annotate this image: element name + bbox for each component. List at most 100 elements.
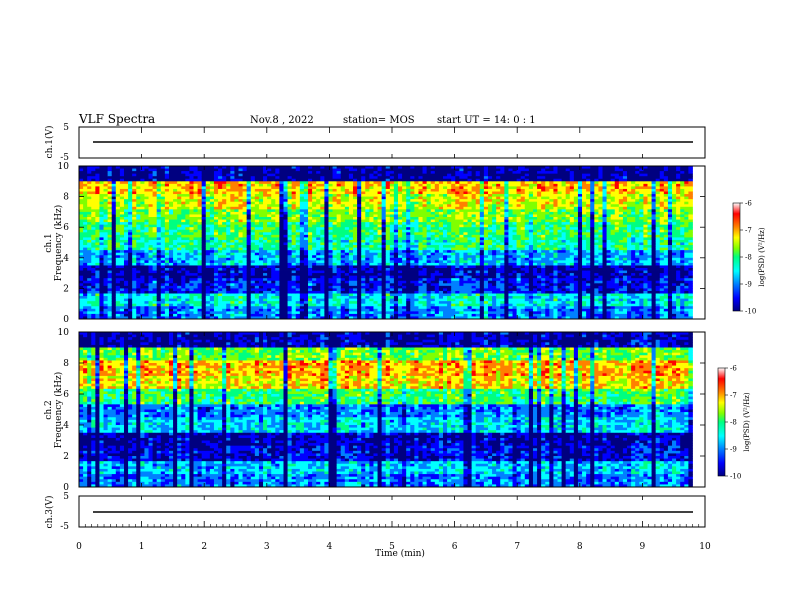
ch1-spectrogram-cell [91, 308, 96, 312]
ch1-spectrogram-cell [263, 196, 268, 200]
ch1-spectrogram-cell [168, 260, 174, 264]
ch1-spectrogram-cell [83, 293, 88, 297]
ch1-spectrogram-cell [99, 278, 104, 282]
ch1-spectrogram-cell [234, 178, 239, 182]
ch1-spectrogram-cell [168, 273, 174, 277]
ch1-spectrogram-cell [393, 306, 399, 310]
ch1-spectrogram-cell [275, 252, 280, 256]
ch1-spectrogram-cell [185, 285, 190, 289]
ch1-spectrogram-cell [87, 196, 92, 200]
ch1-spectrogram-cell [83, 227, 88, 231]
ch1-spectrogram-cell [381, 211, 387, 215]
ch1-spectrogram-cell [246, 209, 252, 213]
ch1-spectrogram-cell [381, 268, 387, 271]
ch1-spectrogram-cell [254, 296, 260, 299]
ch1-spectrogram-cell [115, 176, 121, 180]
ch1-spectrogram-cell [79, 168, 84, 172]
ch1-spectrogram-cell [111, 285, 117, 289]
ch1-spectrogram-cell [132, 206, 137, 210]
ch1-spectrogram-cell [107, 199, 113, 203]
ch1-spectrogram-cell [308, 288, 313, 292]
ch1-spectrogram-cell [414, 178, 419, 182]
ch1-spectrogram-cell [381, 168, 387, 172]
ch1-spectrogram-cell [406, 206, 411, 210]
ch1-spectrogram-cell [79, 214, 84, 218]
ch1-spectrogram-cell [369, 283, 374, 287]
ch1-spectrogram-cell [87, 308, 92, 312]
ch1-spectrogram-cell [336, 224, 342, 228]
ch1-spectrogram-cell [263, 316, 268, 320]
ch1-spectrogram-cell [222, 290, 227, 294]
ch1-spectrogram-cell [361, 270, 366, 274]
ch1-spectrogram-cell [230, 298, 235, 302]
ch1-spectrogram-cell [332, 270, 338, 274]
ch1-spectrogram-cell [218, 270, 223, 274]
ch1-spectrogram-cell [201, 171, 207, 175]
ch1-spectrogram-cell [238, 173, 243, 177]
ch1-spectrogram-cell [271, 280, 276, 284]
ch1-spectrogram-cell [226, 171, 231, 175]
ch1-spectrogram-cell [336, 166, 342, 169]
ch1-spectrogram-cell [185, 201, 190, 205]
ch1-spectrogram-cell [287, 224, 293, 228]
ch1-spectrogram-cell [275, 217, 280, 220]
ch1-spectrogram-cell [218, 242, 223, 246]
ch1-spectrogram-cell [393, 196, 399, 200]
ch1-spectrogram-cell [389, 250, 395, 254]
ch1-spectrogram-cell [79, 283, 84, 287]
ch1-spectrogram-cell [189, 234, 194, 238]
ch1-spectrogram-cell [95, 211, 100, 215]
ch1-spectrogram-cell [242, 234, 248, 238]
ch1-spectrogram-cell [381, 234, 387, 238]
ch1-spectrogram-cell [119, 306, 125, 310]
ch1-spectrogram-cell [316, 204, 321, 208]
ch1-spectrogram-cell [115, 219, 121, 223]
ch1-spectrogram-cell [242, 176, 248, 180]
ch1-spectrogram-cell [410, 237, 415, 241]
ch1-spectrogram-cell [238, 209, 243, 213]
ch1-spectrogram-cell [156, 298, 162, 302]
ch1-spectrogram-cell [373, 296, 378, 299]
ch1-spectrogram-cell [275, 194, 280, 197]
ch1-spectrogram-cell [332, 204, 338, 208]
ch1-spectrogram-cell [95, 308, 100, 312]
ch1-spectrogram-cell [222, 245, 227, 248]
ch1-spectrogram-cell [218, 262, 223, 266]
ch1-spectrogram-cell [402, 234, 407, 238]
ch1-spectrogram-cell [361, 166, 366, 169]
ch1-spectrogram-cell [246, 290, 252, 294]
ch1-spectrogram-cell [295, 278, 301, 282]
ch1-spectrogram-cell [79, 293, 84, 297]
ch1-spectrogram-cell [340, 257, 346, 261]
ch1-spectrogram-cell [402, 176, 407, 180]
ch1-spectrogram-cell [132, 219, 137, 223]
ch1-spectrogram-cell [365, 245, 370, 248]
ch1-spectrogram-cell [99, 245, 104, 248]
ch1-spectrogram-cell [234, 194, 239, 197]
ch1-spectrogram-cell [287, 237, 293, 241]
ch1-spectrogram-cell [111, 306, 117, 310]
ch1-spectrogram-cell [87, 188, 92, 192]
ch1-spectrogram-cell [185, 168, 190, 172]
ch1-spectrogram-cell [168, 234, 174, 238]
ch1-spectrogram-cell [87, 290, 92, 294]
ch1-spectrogram-cell [295, 222, 301, 226]
ch1-spectrogram-cell [132, 191, 137, 195]
ch1-spectrogram-cell [148, 183, 154, 187]
ch1-spectrogram-cell [328, 250, 333, 254]
ch1-spectrogram-cell [275, 239, 280, 243]
ch1-spectrogram-cell [91, 265, 96, 269]
ch1-spectrogram-cell [111, 222, 117, 226]
ch1-spectrogram-cell [344, 275, 350, 279]
ch1-spectrogram-cell [283, 280, 288, 284]
ch1-spectrogram-cell [369, 224, 374, 228]
ch1-spectrogram-cell [160, 285, 166, 289]
ch1-spectrogram-cell [218, 232, 223, 236]
ch1-spectrogram-cell [181, 308, 186, 312]
ch1-spectrogram-cell [213, 298, 219, 302]
ch1-spectrogram-cell [287, 176, 293, 180]
ch1-spectrogram-cell [136, 211, 141, 215]
ch1-spectrogram-cell [410, 311, 415, 315]
ch1-spectrogram-cell [222, 191, 227, 195]
ch1-spectrogram-cell [181, 219, 186, 223]
